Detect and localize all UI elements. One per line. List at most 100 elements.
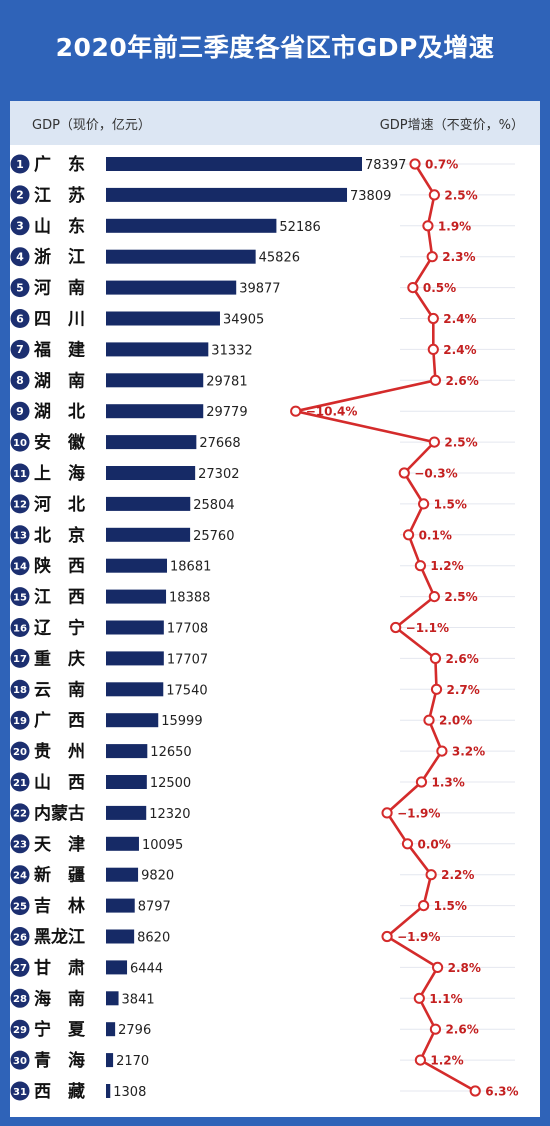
province-name: 江 西 — [34, 588, 85, 608]
rank-number: 30 — [13, 1056, 27, 1067]
province-name: 上 海 — [34, 463, 85, 484]
growth-point — [290, 405, 302, 417]
rank-badge — [10, 370, 30, 390]
province-name: 山 西 — [34, 773, 85, 793]
growth-label: 2.6% — [445, 374, 478, 388]
rank-number: 16 — [13, 623, 27, 634]
rank-badge — [10, 741, 30, 761]
gdp-value-label: 18388 — [169, 591, 210, 606]
rank-number: 23 — [13, 840, 27, 851]
growth-point — [407, 282, 419, 294]
growth-label: 0.1% — [419, 528, 452, 542]
rank-number: 20 — [13, 747, 27, 758]
rank-badge — [10, 525, 30, 545]
gdp-bar — [106, 527, 191, 542]
gdp-value-label: 8620 — [137, 931, 170, 946]
growth-label: 6.3% — [485, 1085, 518, 1099]
growth-label: 2.2% — [441, 868, 474, 882]
growth-label: 1.1% — [429, 992, 462, 1006]
growth-label: 2.0% — [439, 714, 472, 728]
chart-panel: GDP（现价，亿元） GDP增速（不变价，%） — [10, 101, 540, 1117]
header-bar: GDP（现价，亿元） GDP增速（不变价，%） — [10, 101, 540, 145]
growth-label: −1.1% — [406, 621, 449, 635]
gdp-bar — [106, 744, 148, 759]
gdp-bar — [106, 836, 139, 851]
growth-label: 0.0% — [418, 837, 451, 851]
growth-point — [430, 683, 443, 695]
rank-badge — [10, 988, 30, 1008]
rank-badge — [10, 1050, 30, 1070]
rank-badge — [10, 679, 30, 699]
bar-axis-header: GDP（现价，亿元） — [32, 118, 151, 133]
rank-number: 17 — [13, 654, 27, 665]
growth-point — [425, 869, 437, 881]
gdp-bar — [106, 466, 196, 480]
growth-label: 2.6% — [445, 652, 478, 666]
gdp-bar — [106, 404, 204, 419]
province-name: 辽 宁 — [34, 618, 85, 639]
province-name: 内蒙古 — [34, 803, 85, 824]
gdp-bar — [106, 1022, 116, 1037]
province-name: 天 津 — [34, 834, 85, 855]
rank-number: 2 — [16, 189, 24, 202]
growth-label: 2.3% — [442, 250, 475, 264]
rank-badge — [10, 185, 30, 205]
growth-point — [469, 1085, 481, 1097]
province-name: 河 北 — [34, 495, 85, 515]
province-name: 江 苏 — [34, 185, 85, 206]
rank-badge — [10, 278, 30, 298]
province-name: 吉 林 — [34, 896, 85, 917]
province-name: 宁 夏 — [34, 1019, 86, 1040]
rank-badge — [10, 957, 30, 977]
rank-badge — [10, 432, 30, 452]
growth-point — [409, 158, 421, 170]
growth-label: 2.5% — [444, 436, 477, 450]
growth-point — [402, 529, 415, 541]
rank-badge — [10, 618, 30, 637]
gdp-bar — [106, 1084, 111, 1098]
growth-point — [428, 436, 440, 448]
gdp-value-label: 29781 — [206, 374, 247, 389]
growth-point — [418, 900, 430, 912]
rank-number: 26 — [13, 932, 27, 943]
gdp-bar — [106, 929, 135, 944]
rank-badge — [10, 247, 30, 267]
growth-label: 1.5% — [434, 899, 467, 913]
gdp-value-label: 25760 — [193, 529, 234, 544]
gdp-value-label: 17540 — [166, 683, 207, 698]
growth-label: −1.9% — [397, 806, 440, 820]
growth-point — [429, 652, 442, 665]
rank-badge — [10, 927, 30, 946]
gdp-bar — [106, 651, 164, 666]
rank-number: 28 — [13, 994, 27, 1005]
rank-badge — [10, 309, 30, 328]
growth-label: 0.5% — [423, 281, 456, 295]
gdp-value-label: 45826 — [259, 251, 300, 266]
gdp-value-label: 18681 — [170, 560, 211, 575]
gdp-value-label: 12500 — [150, 776, 191, 791]
growth-label: 1.5% — [434, 497, 467, 511]
gdp-bar — [106, 589, 167, 604]
rank-number: 18 — [13, 685, 27, 696]
province-name: 湖 南 — [34, 370, 85, 391]
rank-number: 15 — [13, 592, 27, 603]
province-name: 青 海 — [34, 1050, 85, 1071]
gdp-bar — [106, 311, 220, 326]
growth-label: −1.9% — [397, 930, 440, 944]
gdp-value-label: 1308 — [113, 1085, 146, 1100]
province-name: 北 京 — [34, 525, 85, 546]
province-name: 山 东 — [34, 216, 85, 237]
gdp-value-label: 12650 — [150, 745, 191, 760]
rank-badge — [10, 865, 30, 885]
gdp-bar — [106, 249, 256, 264]
growth-point — [418, 498, 430, 510]
gdp-bar — [106, 373, 204, 388]
province-name: 广 西 — [34, 710, 85, 731]
province-name: 广 东 — [34, 154, 85, 175]
gdp-value-label: 6444 — [130, 961, 163, 976]
growth-label: 2.6% — [445, 1023, 478, 1037]
rank-badge — [10, 556, 30, 576]
rank-number: 25 — [13, 901, 27, 912]
